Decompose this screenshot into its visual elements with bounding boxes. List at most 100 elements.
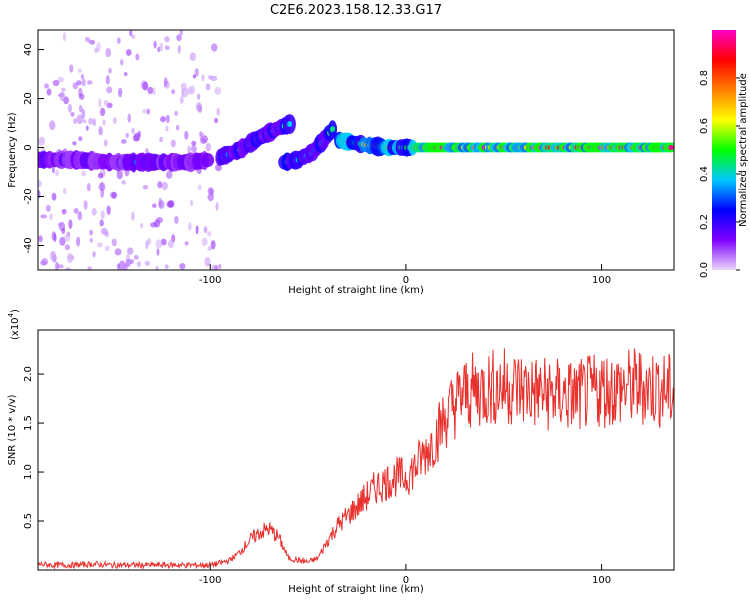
spectrogram-speckle	[72, 82, 79, 90]
spectrogram-speckle	[116, 169, 123, 180]
spectrogram-speckle	[150, 222, 158, 228]
spectrogram-speckle	[187, 145, 191, 155]
spectrogram-speckle	[38, 180, 42, 187]
svg-text:(x104): (x104)	[7, 309, 21, 340]
spectrogram-speckle	[136, 261, 142, 268]
spectrogram-speckle	[52, 79, 60, 87]
spectrogram-speckle	[92, 251, 96, 258]
spectrogram-speckle	[133, 132, 141, 142]
colorbar-tick-label: 0.4	[699, 166, 710, 182]
spectrogram-speckle	[77, 211, 83, 221]
spectrogram-speckle	[214, 117, 219, 124]
spectrogram-x-label: Height of straight line (km)	[288, 285, 424, 296]
spectrogram-y-tick-label: 40	[23, 43, 34, 56]
snr-y-tick-label: 1.0	[23, 464, 34, 480]
snr-y-multiplier: (x104)	[7, 309, 21, 340]
spectrogram-x-tick-label: 100	[592, 275, 611, 286]
spectrogram-speckle	[207, 246, 212, 251]
spectrogram-speckle	[147, 86, 154, 95]
spectrogram-speckle	[210, 240, 216, 250]
spectrogram-speckle	[214, 86, 222, 95]
spectrogram-speckle	[129, 30, 133, 37]
colorbar-label: Normalized spectral amplitude	[738, 73, 749, 227]
snr-multiplier-suffix: )	[10, 309, 21, 313]
spectrogram-speckle	[152, 203, 157, 208]
spectrogram-speckle	[179, 96, 184, 104]
spectrogram-speckle	[215, 202, 219, 211]
spectrogram-speckle	[167, 239, 175, 249]
spectrogram-speckle	[87, 265, 93, 270]
spectrogram-speckle	[204, 256, 211, 267]
spectrogram-speckle	[175, 124, 180, 131]
spectrogram-speckle	[152, 87, 156, 96]
spectrogram-x-tick-label: -100	[199, 275, 222, 286]
spectrogram-y-tick-label: 20	[23, 92, 34, 105]
spectrogram-speckle	[40, 214, 48, 219]
spectrogram-speckle	[111, 191, 118, 199]
colorbar-tick-label: 0.6	[699, 118, 710, 134]
spectrogram-speckle	[98, 98, 102, 108]
spectrogram-speckle	[196, 93, 201, 100]
spectrogram-speckle	[155, 265, 159, 270]
spectrogram-speckle	[164, 45, 170, 51]
colorbar-ticks: 0.0 0.2 0.4 0.6 0.8	[699, 70, 740, 278]
snr-x-tick-label: 0	[403, 575, 409, 586]
spectrogram-speckle	[49, 251, 57, 261]
spectrogram-speckle	[207, 193, 215, 202]
spectrogram-speckle	[171, 89, 176, 95]
spectrogram-speckle	[161, 181, 168, 191]
spectrogram-speckle	[99, 219, 104, 227]
spectrogram-speckle	[125, 49, 132, 56]
spectrogram-y-label: Frequency (Hz)	[7, 112, 18, 188]
spectrogram-speckle	[163, 77, 168, 88]
spectrogram-speckle	[55, 261, 59, 270]
spectrogram-speckle	[201, 237, 208, 246]
spectrogram-speckle	[38, 136, 45, 146]
spectrogram-speckle	[78, 136, 83, 142]
snr-x-tick-label: 100	[592, 575, 611, 586]
snr-x-ticks: -100 0 100	[199, 564, 611, 586]
spectrogram-speckle	[46, 88, 52, 96]
spectrogram-speckle	[120, 58, 124, 66]
spectrogram-speckle	[92, 118, 97, 127]
spectrogram-speckle	[62, 32, 67, 42]
spectrogram-speckle	[105, 47, 112, 58]
spectrogram-speckle	[192, 74, 197, 79]
spectrogram-blob	[200, 153, 215, 168]
spectrogram-speckle	[89, 229, 93, 236]
spectrogram-speckle	[216, 107, 221, 116]
spectrogram-speckle	[99, 107, 106, 117]
spectrogram-speckle	[61, 208, 67, 215]
snr-multiplier-exponent: 4	[7, 312, 15, 317]
spectrogram-speckle	[80, 73, 85, 80]
spectrogram-speckle	[59, 91, 66, 102]
spectrogram-core	[330, 126, 336, 133]
spectrogram-speckle	[103, 99, 109, 106]
spectrogram-speckle	[81, 170, 87, 177]
spectrogram-speckle	[156, 217, 163, 224]
spectrogram-speckle	[72, 141, 77, 146]
spectrogram-speckle	[102, 119, 106, 126]
spectrogram-speckle	[121, 179, 126, 185]
spectrogram-speckle	[64, 244, 71, 251]
spectrogram-speckle	[164, 36, 170, 43]
spectrogram-speckle	[210, 75, 218, 81]
snr-x-label: Height of straight line (km)	[288, 584, 424, 595]
spectrogram-speckle	[61, 87, 66, 92]
spectrogram-speckle	[120, 139, 127, 144]
spectrogram-speckle	[142, 81, 149, 91]
spectrogram-speckle	[125, 132, 129, 139]
spectrogram-speckle	[100, 210, 105, 220]
spectrogram-speckle	[86, 80, 93, 85]
spectrogram-speckle	[181, 89, 185, 98]
spectrogram-speckle	[41, 257, 49, 266]
spectrogram-speckle	[195, 225, 199, 235]
spectrogram-speckle	[51, 165, 55, 174]
spectrogram-speckle	[106, 205, 111, 215]
spectrogram-speckle	[127, 113, 132, 123]
spectrogram-speckle	[81, 109, 86, 119]
spectrogram-speckle	[103, 139, 108, 147]
spectrogram-speckle	[55, 169, 60, 176]
spectrogram-speckle	[191, 140, 197, 146]
